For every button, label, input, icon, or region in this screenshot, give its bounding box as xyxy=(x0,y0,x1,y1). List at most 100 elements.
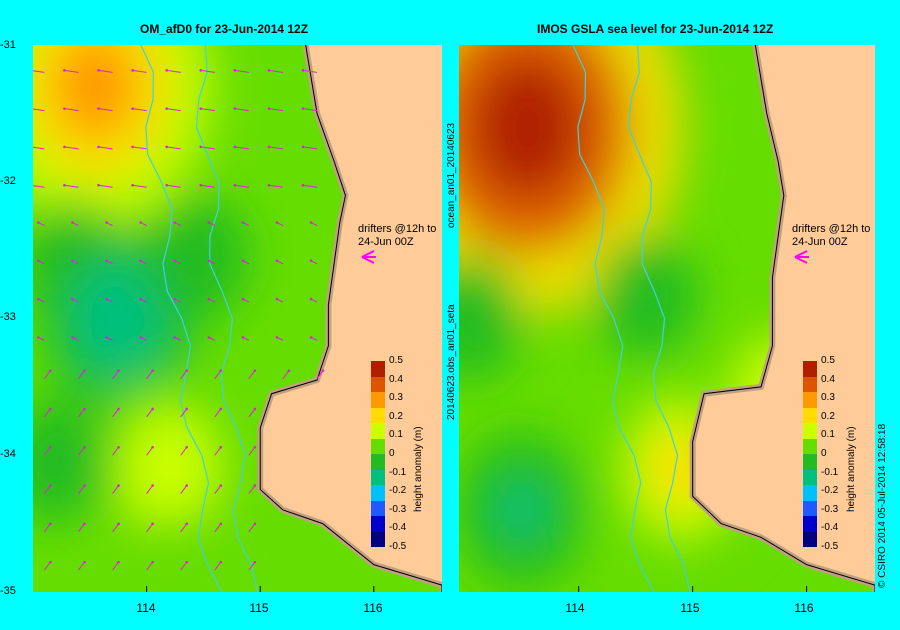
current-vector-head xyxy=(117,407,120,411)
colorbar-swatch xyxy=(803,485,817,501)
current-vector xyxy=(98,184,113,188)
colorbar-tick-label: 0.1 xyxy=(389,429,403,441)
current-vector-head xyxy=(241,336,245,339)
current-vector xyxy=(248,561,256,571)
current-vector-head xyxy=(309,259,313,263)
current-vector-head xyxy=(105,297,108,301)
current-vector xyxy=(132,146,147,150)
colorbar-swatch xyxy=(803,531,817,547)
current-vector-head xyxy=(117,445,120,449)
current-vector-head xyxy=(185,522,188,526)
drifter-pointer-icon xyxy=(361,250,376,264)
current-vector-head xyxy=(207,297,211,301)
colorbar-swatch xyxy=(803,376,817,392)
colorbar-tick-label: -0.3 xyxy=(821,503,839,515)
current-vector-head xyxy=(275,221,279,224)
current-vector-head xyxy=(49,445,52,449)
anomaly-blob xyxy=(650,429,712,508)
x-tick-label: 114 xyxy=(565,601,585,615)
current-vector xyxy=(146,523,154,533)
current-vector xyxy=(248,370,256,379)
current-vector xyxy=(43,370,51,379)
current-vector xyxy=(78,523,85,533)
anomaly-blob xyxy=(54,45,137,140)
current-vector xyxy=(43,485,51,494)
x-tick-label: 115 xyxy=(680,601,700,615)
current-vector-head xyxy=(207,221,211,224)
current-vector-head xyxy=(301,145,305,149)
current-vector xyxy=(166,184,181,188)
current-vector-head xyxy=(71,297,74,301)
drifter-pointer-icon xyxy=(794,250,809,264)
annotation-line: drifters @12h to xyxy=(358,223,437,235)
colorbar-swatch xyxy=(371,361,385,377)
current-vector-head xyxy=(253,484,257,487)
current-vector-head xyxy=(49,369,52,372)
current-vector xyxy=(248,446,256,456)
current-vector xyxy=(98,108,113,112)
bathymetry-contour xyxy=(628,45,691,592)
current-vector xyxy=(180,446,188,456)
current-vector-head xyxy=(267,107,271,110)
credit-label: © CSIRO 2014 05-Jul-2014 12:58:18 xyxy=(877,423,888,588)
current-vector xyxy=(200,146,215,150)
current-vector xyxy=(64,108,79,112)
current-vector-head xyxy=(185,560,188,564)
colorbar-tick-label: 0.3 xyxy=(389,392,403,404)
current-vector-head xyxy=(105,336,108,339)
current-vector xyxy=(64,146,79,150)
colorbar-swatch xyxy=(371,407,385,423)
current-vector xyxy=(268,108,284,112)
current-vector xyxy=(214,370,222,379)
colorbar-tick-label: -0.1 xyxy=(389,466,407,478)
colorbar-tick-label: -0.2 xyxy=(821,485,839,497)
current-vector-head xyxy=(83,522,86,526)
current-vector-head xyxy=(49,522,52,526)
anomaly-blob xyxy=(459,294,489,343)
current-vector xyxy=(214,446,222,456)
colorbar-swatch xyxy=(803,469,817,485)
current-vector-head xyxy=(199,145,203,149)
current-vector-head xyxy=(241,297,245,301)
current-vector xyxy=(33,70,45,73)
current-vector-head xyxy=(267,183,271,187)
current-vector xyxy=(248,485,256,494)
x-tick-label: 115 xyxy=(249,601,269,615)
current-vector-head xyxy=(105,259,108,263)
current-vector-head xyxy=(185,445,188,449)
current-vector-head xyxy=(241,221,245,224)
current-vector-head xyxy=(207,259,211,263)
colorbar-tick-label: 0.4 xyxy=(389,373,403,385)
current-vector xyxy=(146,485,154,494)
current-vector-head xyxy=(97,69,100,72)
current-vector-head xyxy=(131,69,134,72)
colorbar-tick-label: 0.5 xyxy=(821,355,835,366)
left-panel-title: OM_afD0 for 23-Jun-2014 12Z xyxy=(140,22,309,36)
anomaly-blob xyxy=(472,56,583,198)
current-vector xyxy=(78,408,85,418)
current-vector-head xyxy=(37,336,40,339)
colorbar-tick-label: 0.4 xyxy=(821,373,835,385)
current-vector-head xyxy=(275,336,279,339)
current-vector-head xyxy=(219,445,223,449)
current-vector-head xyxy=(199,69,203,72)
current-vector-head xyxy=(301,69,305,72)
current-vector-head xyxy=(173,221,176,224)
current-vector xyxy=(234,69,249,73)
colorbar-swatch xyxy=(371,500,385,516)
current-vector-head xyxy=(37,221,40,224)
colorbar-tick-label: 0.2 xyxy=(389,410,403,422)
colorbar-swatch xyxy=(803,407,817,423)
current-vector xyxy=(234,146,249,150)
current-vector xyxy=(200,69,215,73)
drifter-annotation-left: drifters @12h to 24-Jun 00Z xyxy=(358,223,436,249)
current-vector-head xyxy=(219,369,223,372)
current-vector-head xyxy=(233,107,237,110)
current-vector-head xyxy=(117,522,120,526)
current-vector-head xyxy=(49,560,52,564)
current-vector-head xyxy=(131,183,134,187)
x-tick-label: 116 xyxy=(794,601,814,615)
colorbar-tick-label: 0 xyxy=(821,448,827,459)
current-vector xyxy=(282,370,290,379)
current-vector-head xyxy=(309,297,313,301)
